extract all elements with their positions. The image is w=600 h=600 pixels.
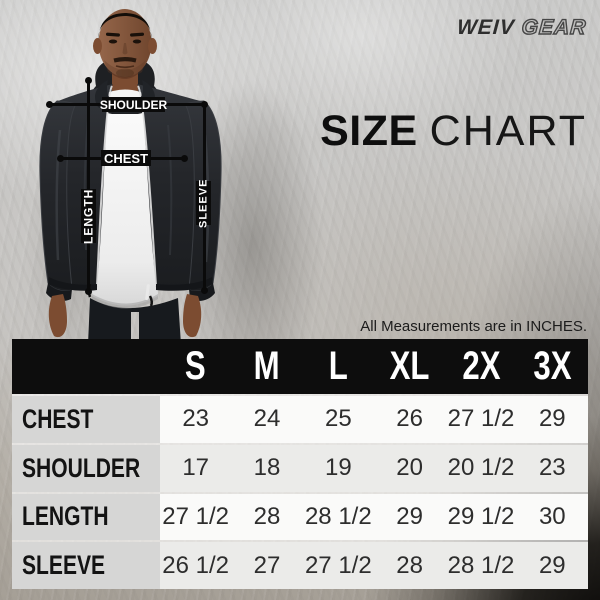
sleeve-measure-label: SLEEVE xyxy=(196,178,211,228)
column-header-3x: 3X xyxy=(533,344,572,388)
size-table-header: S M L XL 2X 3X xyxy=(12,339,588,394)
table-cell: 18 xyxy=(231,444,303,492)
size-table: S M L XL 2X 3X CHEST 23 24 25 26 27 1/2 … xyxy=(12,339,588,589)
table-row-shoulder: SHOULDER 17 18 19 20 20 1/2 23 xyxy=(12,442,588,492)
table-cell: 27 1/2 xyxy=(445,396,517,443)
table-cell: 26 1/2 xyxy=(160,542,232,589)
measure-endpoint xyxy=(56,154,64,162)
length-measure-label: LENGTH xyxy=(81,188,96,244)
page-title: SIZE CHART xyxy=(320,110,587,153)
table-cell: 19 xyxy=(302,444,374,492)
table-cell: 27 1/2 xyxy=(302,542,374,589)
table-cell: 28 1/2 xyxy=(445,542,517,589)
table-cell: 29 xyxy=(373,493,446,541)
table-cell: 17 xyxy=(160,444,232,492)
table-cell: 28 xyxy=(231,493,303,541)
column-header-l: L xyxy=(328,344,348,388)
table-row-sleeve: SLEEVE 26 1/2 27 27 1/2 28 28 1/2 29 xyxy=(12,540,588,589)
length-measure-line xyxy=(87,80,90,291)
table-cell: 27 xyxy=(231,542,303,589)
brand-name-secondary: GEAR xyxy=(520,15,588,39)
row-label: SLEEVE xyxy=(12,542,160,589)
table-cell: 29 1/2 xyxy=(445,493,517,541)
column-header-xl: XL xyxy=(389,344,430,388)
table-row-length: LENGTH 27 1/2 28 28 1/2 29 29 1/2 30 xyxy=(12,491,588,541)
header-corner-cell xyxy=(12,339,160,394)
table-cell: 29 xyxy=(516,542,588,589)
measure-endpoint xyxy=(200,100,208,108)
measure-endpoint xyxy=(85,287,92,295)
row-label: CHEST xyxy=(12,396,160,443)
table-cell: 20 1/2 xyxy=(445,444,517,492)
table-cell: 30 xyxy=(516,493,588,541)
table-cell: 26 xyxy=(373,396,446,443)
table-cell: 28 1/2 xyxy=(302,493,374,541)
shoulder-measure-label: SHOULDER xyxy=(99,97,168,112)
title-bold-word: SIZE xyxy=(320,107,418,155)
table-cell: 28 xyxy=(373,542,446,589)
row-label: SHOULDER xyxy=(12,444,160,492)
title-light-word: CHART xyxy=(429,107,587,155)
table-cell: 23 xyxy=(516,444,588,492)
measure-endpoint xyxy=(85,77,92,84)
brand-name-primary: WEIV xyxy=(455,16,516,39)
table-cell: 27 1/2 xyxy=(160,493,232,541)
table-cell: 29 xyxy=(516,396,588,443)
column-header-m: M xyxy=(253,344,280,388)
measure-endpoint xyxy=(180,154,188,162)
units-note: All Measurements are in INCHES. xyxy=(360,318,587,335)
table-row-chest: CHEST 23 24 25 26 27 1/2 29 xyxy=(12,394,588,443)
table-cell: 23 xyxy=(160,396,232,443)
row-label: LENGTH xyxy=(12,493,160,541)
measure-endpoint xyxy=(200,286,208,294)
measure-endpoint xyxy=(45,100,53,108)
table-cell: 20 xyxy=(373,444,446,492)
table-cell: 25 xyxy=(302,396,374,443)
chest-measure-label: CHEST xyxy=(101,150,151,166)
brand-logo: WEIV GEAR xyxy=(455,15,588,40)
column-header-2x: 2X xyxy=(461,344,501,388)
table-cell: 24 xyxy=(231,396,303,443)
column-header-s: S xyxy=(185,344,207,388)
